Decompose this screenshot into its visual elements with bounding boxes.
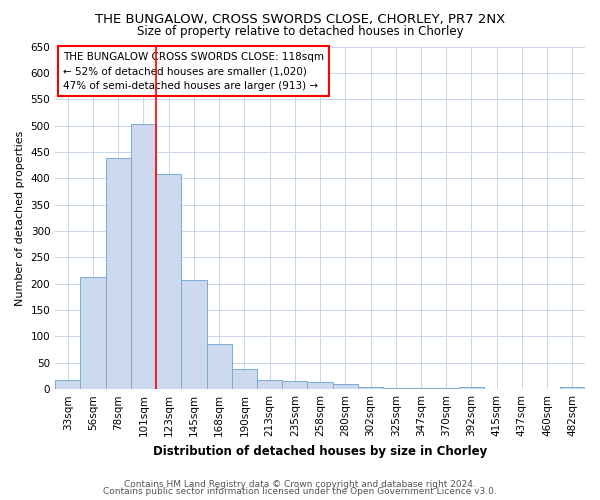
Text: THE BUNGALOW CROSS SWORDS CLOSE: 118sqm
← 52% of detached houses are smaller (1,: THE BUNGALOW CROSS SWORDS CLOSE: 118sqm …	[63, 52, 324, 91]
Text: Contains HM Land Registry data © Crown copyright and database right 2024.: Contains HM Land Registry data © Crown c…	[124, 480, 476, 489]
Bar	[383, 388, 409, 389]
Bar	[459, 387, 484, 389]
Bar	[206, 344, 232, 389]
Text: Contains public sector information licensed under the Open Government Licence v3: Contains public sector information licen…	[103, 487, 497, 496]
Bar	[307, 382, 332, 389]
Bar	[257, 380, 282, 389]
Bar	[131, 124, 156, 389]
Bar	[358, 386, 383, 389]
Bar	[106, 158, 131, 389]
Bar	[80, 277, 106, 389]
Bar	[156, 174, 181, 389]
Bar	[282, 382, 307, 389]
Bar	[332, 384, 358, 389]
Bar	[434, 388, 459, 389]
Bar	[232, 369, 257, 389]
Bar	[409, 388, 434, 389]
Bar	[55, 380, 80, 389]
Bar	[560, 386, 585, 389]
Text: Size of property relative to detached houses in Chorley: Size of property relative to detached ho…	[137, 25, 463, 38]
X-axis label: Distribution of detached houses by size in Chorley: Distribution of detached houses by size …	[153, 444, 487, 458]
Bar	[181, 280, 206, 389]
Y-axis label: Number of detached properties: Number of detached properties	[15, 130, 25, 306]
Text: THE BUNGALOW, CROSS SWORDS CLOSE, CHORLEY, PR7 2NX: THE BUNGALOW, CROSS SWORDS CLOSE, CHORLE…	[95, 12, 505, 26]
